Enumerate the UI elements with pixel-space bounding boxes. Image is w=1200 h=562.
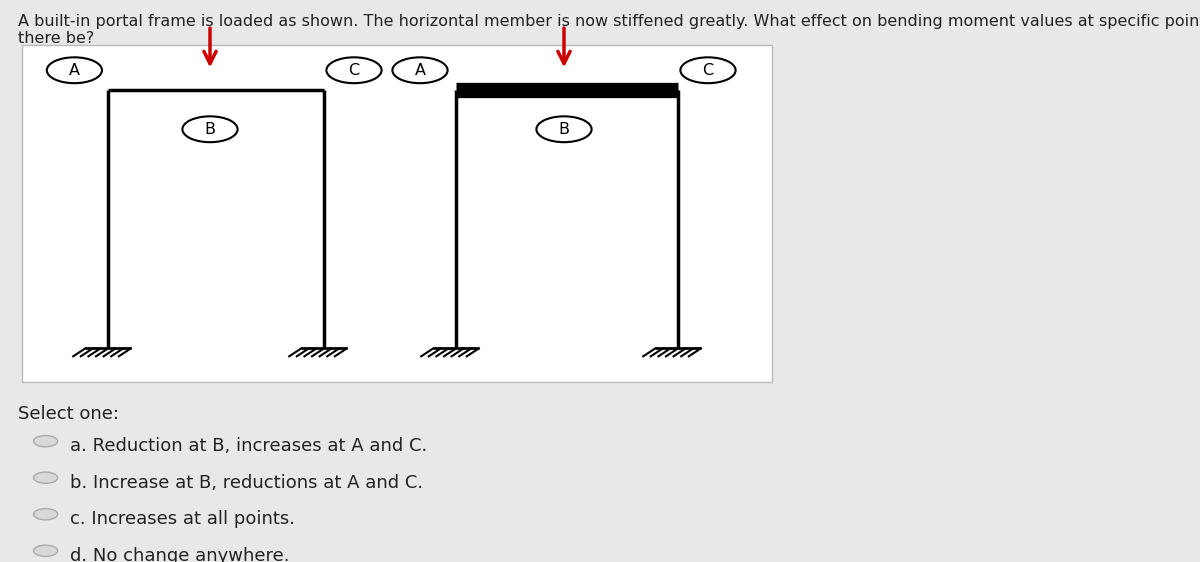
Text: B: B xyxy=(204,122,216,137)
Text: b. Increase at B, reductions at A and C.: b. Increase at B, reductions at A and C. xyxy=(70,474,422,492)
Text: A: A xyxy=(68,63,80,78)
Text: C: C xyxy=(702,63,714,78)
Circle shape xyxy=(680,57,736,83)
Text: B: B xyxy=(558,122,570,137)
Circle shape xyxy=(182,116,238,142)
Circle shape xyxy=(47,57,102,83)
Circle shape xyxy=(326,57,382,83)
Circle shape xyxy=(392,57,448,83)
Circle shape xyxy=(34,436,58,447)
Circle shape xyxy=(34,509,58,520)
Text: A built-in portal frame is loaded as shown. The horizontal member is now stiffen: A built-in portal frame is loaded as sho… xyxy=(18,14,1200,47)
FancyBboxPatch shape xyxy=(22,45,772,382)
Text: d. No change anywhere.: d. No change anywhere. xyxy=(70,547,289,562)
Text: C: C xyxy=(348,63,360,78)
Text: Select one:: Select one: xyxy=(18,405,119,423)
Circle shape xyxy=(34,472,58,483)
Text: a. Reduction at B, increases at A and C.: a. Reduction at B, increases at A and C. xyxy=(70,437,427,455)
Text: A: A xyxy=(414,63,426,78)
Circle shape xyxy=(536,116,592,142)
Circle shape xyxy=(34,545,58,556)
Text: c. Increases at all points.: c. Increases at all points. xyxy=(70,510,295,528)
